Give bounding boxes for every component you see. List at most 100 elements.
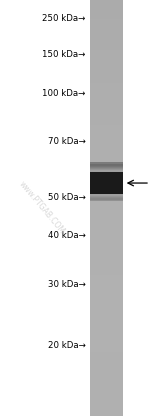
Bar <box>90 173 123 174</box>
Bar <box>90 338 123 339</box>
Bar <box>90 142 123 143</box>
Bar <box>90 256 123 258</box>
Bar <box>90 214 123 215</box>
Bar <box>90 224 123 225</box>
Bar <box>90 228 123 230</box>
Bar <box>90 312 123 313</box>
Bar <box>90 323 123 324</box>
Bar <box>90 153 123 154</box>
Bar <box>90 53 123 54</box>
Bar <box>90 396 123 398</box>
Bar <box>90 303 123 305</box>
Bar <box>90 166 123 171</box>
Bar <box>90 143 123 145</box>
Bar <box>90 24 123 25</box>
Bar <box>90 406 123 408</box>
Bar <box>90 213 123 214</box>
Bar <box>90 150 123 152</box>
Bar <box>90 199 123 201</box>
Bar <box>90 231 123 233</box>
Bar <box>90 163 123 164</box>
Bar <box>90 280 123 281</box>
Bar <box>90 32 123 33</box>
Text: 250 kDa→: 250 kDa→ <box>42 14 86 23</box>
Bar <box>90 291 123 292</box>
Bar <box>90 61 123 63</box>
Bar <box>90 267 123 268</box>
Bar <box>90 349 123 351</box>
Bar <box>90 186 123 188</box>
Bar <box>90 171 123 194</box>
Bar <box>90 389 123 391</box>
Bar <box>90 170 123 171</box>
Bar <box>90 379 123 380</box>
Bar <box>90 412 123 413</box>
Bar <box>90 242 123 243</box>
Bar <box>90 74 123 75</box>
Bar <box>90 324 123 326</box>
Bar <box>90 126 123 128</box>
Bar <box>90 203 123 205</box>
Bar <box>90 27 123 28</box>
Bar <box>90 274 123 275</box>
Bar <box>90 22 123 24</box>
Bar <box>90 326 123 327</box>
Bar <box>90 15 123 17</box>
Bar <box>90 281 123 282</box>
Bar <box>90 193 123 195</box>
Bar <box>90 239 123 241</box>
Bar <box>90 11 123 12</box>
Bar <box>90 387 123 388</box>
Bar <box>90 57 123 58</box>
Bar <box>90 110 123 111</box>
Bar <box>90 384 123 385</box>
Bar <box>90 116 123 117</box>
Bar <box>90 262 123 263</box>
Bar <box>90 124 123 125</box>
Bar <box>90 215 123 217</box>
Bar <box>90 252 123 253</box>
Bar <box>90 68 123 69</box>
Bar <box>90 339 123 341</box>
Bar <box>90 306 123 307</box>
Bar <box>90 364 123 366</box>
Bar <box>90 238 123 239</box>
Bar <box>90 138 123 139</box>
Bar <box>90 28 123 29</box>
Bar <box>90 165 123 171</box>
Bar <box>90 360 123 362</box>
Bar <box>90 77 123 78</box>
Bar <box>90 135 123 136</box>
Bar <box>90 248 123 249</box>
Bar <box>90 82 123 84</box>
Bar <box>90 352 123 353</box>
Text: 150 kDa→: 150 kDa→ <box>42 50 86 59</box>
Bar <box>90 99 123 100</box>
Bar <box>90 288 123 290</box>
Bar <box>90 10 123 11</box>
Bar <box>90 268 123 270</box>
Bar <box>90 18 123 20</box>
Bar <box>90 322 123 323</box>
Bar <box>90 120 123 121</box>
Bar <box>90 264 123 266</box>
Bar <box>90 363 123 364</box>
Bar <box>90 158 123 160</box>
Bar <box>90 185 123 186</box>
Bar <box>90 160 123 161</box>
Bar <box>90 227 123 228</box>
Bar <box>90 117 123 118</box>
Bar <box>90 49 123 50</box>
Bar <box>90 270 123 271</box>
Bar <box>90 205 123 206</box>
Bar <box>90 118 123 120</box>
Bar <box>90 75 123 77</box>
Bar <box>90 209 123 210</box>
Bar <box>90 273 123 274</box>
Bar <box>90 413 123 415</box>
Bar <box>90 146 123 148</box>
Bar <box>90 103 123 104</box>
Bar <box>90 7 123 8</box>
Bar <box>90 33 123 35</box>
Bar <box>90 52 123 53</box>
